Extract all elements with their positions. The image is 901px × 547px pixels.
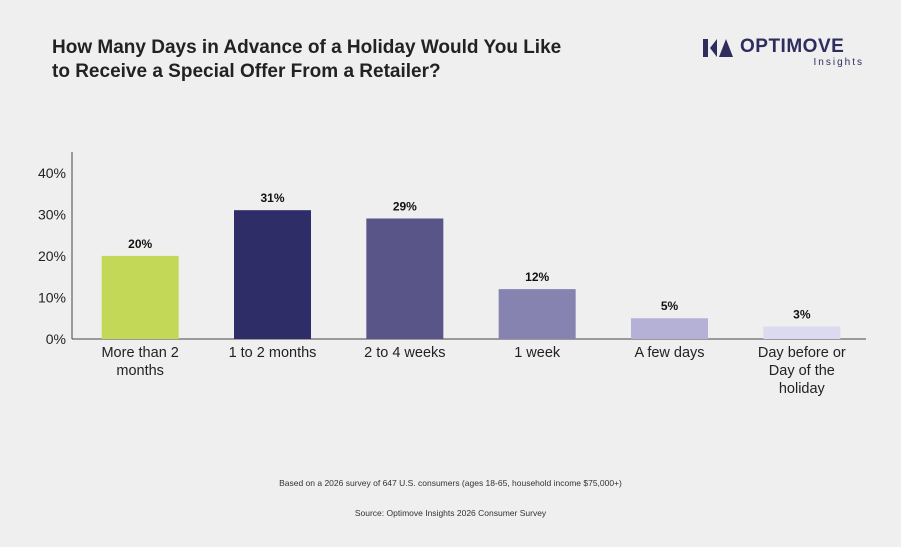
x-category-label: 2 to 4 weeks	[364, 345, 445, 361]
chart-title-line-2: to Receive a Special Offer From a Retail…	[52, 61, 441, 82]
bar	[498, 289, 576, 339]
chart-title: How Many Days in Advance of a Holiday Wo…	[52, 36, 652, 84]
bar-value-label: 29%	[393, 199, 417, 213]
bar-value-label: 3%	[793, 308, 811, 322]
source-note: Source: Optimove Insights 2026 Consumer …	[354, 508, 547, 518]
y-tick-label: 10%	[38, 289, 66, 305]
bar	[763, 326, 841, 339]
bar	[101, 255, 179, 339]
x-category-label-line: More than 2	[101, 345, 178, 361]
y-tick-label: 20%	[38, 248, 66, 264]
bar	[234, 210, 311, 339]
optimove-logo-mark-icon	[703, 39, 733, 57]
y-tick-label: 40%	[38, 165, 66, 181]
x-category-label: 1 week	[514, 345, 561, 361]
bar	[366, 218, 444, 339]
x-category-label: 1 to 2 months	[229, 345, 317, 361]
y-tick-label: 30%	[38, 206, 66, 222]
logo-subtitle: Insights	[813, 57, 864, 68]
x-category-label: A few days	[634, 345, 704, 361]
chart-title-line-1: How Many Days in Advance of a Holiday Wo…	[52, 37, 562, 58]
bar	[631, 318, 708, 339]
bar-value-label: 20%	[128, 237, 152, 251]
x-category-label-line: Day of the	[769, 363, 835, 379]
bar-value-label: 12%	[525, 270, 549, 284]
x-category-label-line: A few days	[634, 345, 704, 361]
x-category-label-line: Day before or	[758, 345, 846, 361]
y-tick-label: 0%	[46, 331, 66, 347]
optimove-logo: OPTIMOVE Insights	[703, 36, 868, 72]
logo-wordmark: OPTIMOVE	[740, 36, 845, 57]
x-category-label-line: holiday	[779, 381, 826, 397]
x-category-label: More than 2 months	[101, 345, 178, 379]
x-category-label-line: months	[116, 363, 164, 379]
bar-value-label: 5%	[661, 299, 679, 313]
x-category-label-line: 1 to 2 months	[229, 345, 317, 361]
x-category-label-line: 2 to 4 weeks	[364, 345, 445, 361]
survey-footnote: Based on a 2026 survey of 647 U.S. consu…	[279, 478, 622, 488]
x-category-label: Day before or Day of the holiday	[758, 345, 846, 397]
bar-value-label: 31%	[260, 191, 284, 205]
x-category-label-line: 1 week	[514, 345, 561, 361]
